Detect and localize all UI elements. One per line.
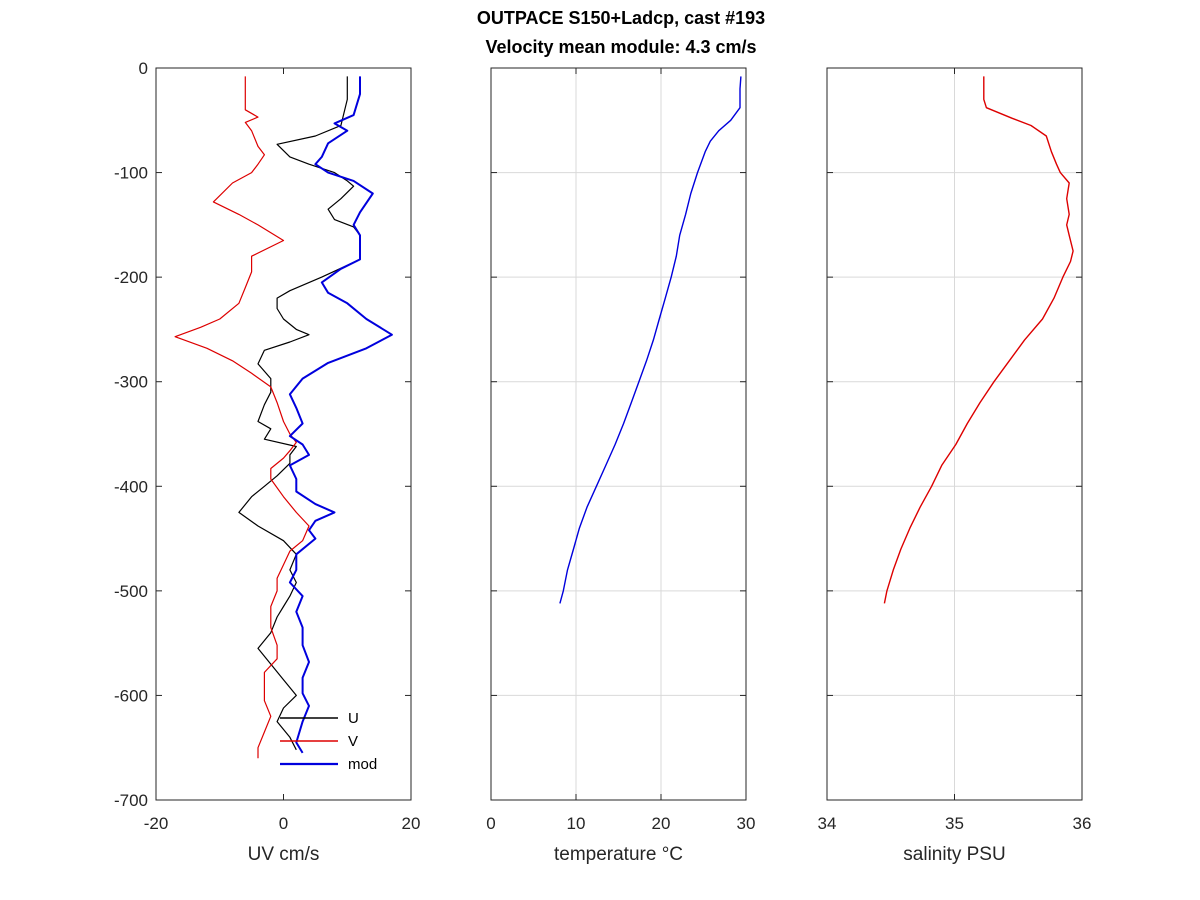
velocity-xtick-label-0: -20 (144, 814, 169, 833)
temperature-xtick-label-1: 10 (567, 814, 586, 833)
velocity-ytick-label-3: -300 (114, 373, 148, 392)
velocity-ytick-label-6: -600 (114, 686, 148, 705)
salinity-panel: 34 35 36 salinity PSU (818, 67, 1092, 865)
velocity-series-u (238, 76, 361, 751)
temperature-xtick-label-3: 30 (737, 814, 756, 833)
velocity-ytick-label-5: -500 (114, 582, 148, 601)
velocity-ytick-label-4: -400 (114, 477, 148, 496)
velocity-ytick-label-0: 0 (139, 59, 148, 78)
velocity-xtick-label-2: 20 (402, 814, 421, 833)
velocity-series-mod (288, 76, 393, 754)
salinity-xtick-label-2: 36 (1073, 814, 1092, 833)
figure-title-line2: Velocity mean module: 4.3 cm/s (485, 37, 756, 57)
temperature-axes-frame (490, 67, 747, 801)
velocity-ytick-label-7: -700 (114, 791, 148, 810)
temperature-plot-area (491, 68, 746, 800)
salinity-xtick-label-1: 35 (945, 814, 964, 833)
temperature-panel: 0 10 20 30 temperature °C (486, 67, 756, 865)
legend-label-v: V (348, 733, 358, 750)
temperature-series-line (559, 76, 742, 604)
salinity-xlabel: salinity PSU (903, 844, 1005, 865)
legend-label-u: U (348, 710, 359, 727)
velocity-series-v (174, 76, 310, 759)
velocity-ytick-label-2: -200 (114, 268, 148, 287)
figure-title-line1: OUTPACE S150+Ladcp, cast #193 (477, 8, 765, 28)
legend-label-mod: mod (348, 756, 377, 773)
temperature-xlabel: temperature °C (554, 844, 683, 865)
velocity-plot-area (156, 68, 411, 800)
velocity-xtick-label-1: 0 (279, 814, 288, 833)
velocity-xlabel: UV cm/s (248, 844, 320, 865)
temperature-xtick-label-0: 0 (486, 814, 495, 833)
velocity-ytick-label-1: -100 (114, 164, 148, 183)
temperature-xtick-label-2: 20 (652, 814, 671, 833)
salinity-series-line (883, 76, 1074, 604)
salinity-xtick-label-0: 34 (818, 814, 837, 833)
